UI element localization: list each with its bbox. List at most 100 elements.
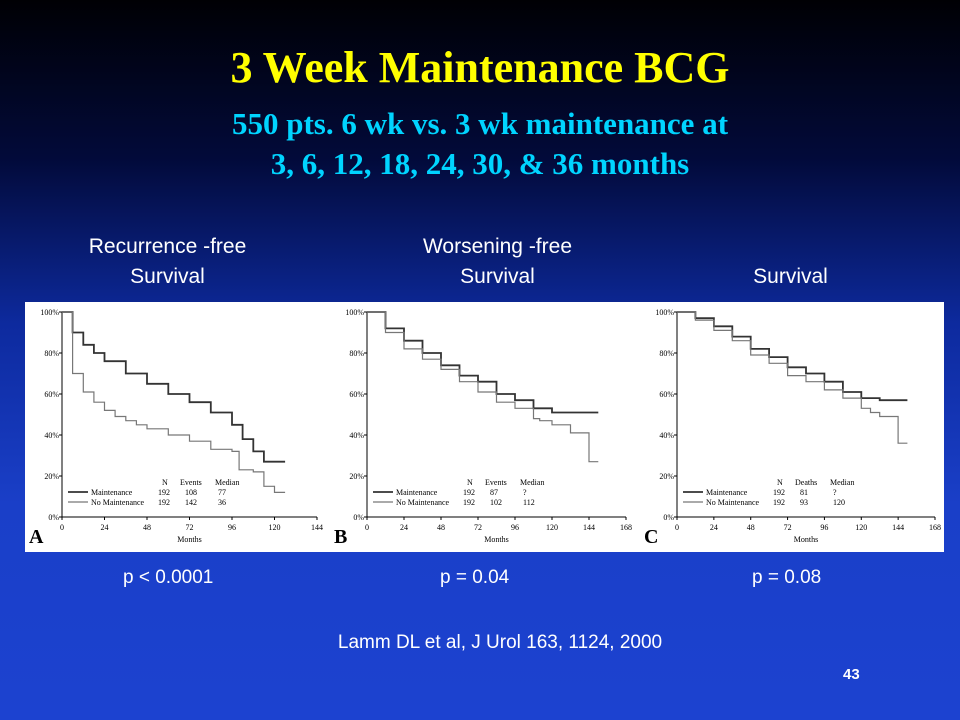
panel-letter: B [334,526,347,548]
x-tick-label: 168 [620,523,632,532]
x-tick-label: 168 [929,523,941,532]
km-curves-svg: 0% 20% 40% 60% 80% 100% 0 24 48 72 96 120 144 Months A… [29,308,941,548]
y-tick-label: 0% [353,513,364,522]
y-tick-label: 60% [44,390,59,399]
legend-median: ? [833,488,837,497]
x-tick-label: 72 [186,523,194,532]
slide-subtitle: 550 pts. 6 wk vs. 3 wk maintenance at 3,… [0,104,960,184]
x-tick-label: 0 [60,523,64,532]
legend-median: 120 [833,498,845,507]
y-tick-label: 20% [44,472,59,481]
y-tick-label: 100% [345,308,364,317]
legend-events: 81 [800,488,808,497]
panel-label-line: Worsening -free [422,235,572,258]
legend-median: ? [523,488,527,497]
x-tick-label: 48 [747,523,755,532]
panel-label-line: Survival [753,265,828,288]
series-line-no-maintenance [62,311,286,493]
y-tick-label: 40% [349,431,364,440]
x-tick-label: 144 [892,523,904,532]
series-line-maintenance [62,311,286,463]
x-tick-label: 48 [437,523,445,532]
legend-series-name: No Maintenance [91,498,145,507]
x-tick-label: 144 [583,523,595,532]
legend-series-name: Maintenance [706,488,748,497]
y-tick-label: 20% [659,472,674,481]
legend-header-median: Median [215,478,239,487]
series-line-no-maintenance [677,311,908,444]
legend-series-name: Maintenance [91,488,133,497]
x-tick-label: 120 [269,523,281,532]
legend-median: 36 [218,498,226,507]
y-tick-label: 20% [349,472,364,481]
x-tick-label: 96 [820,523,828,532]
panel-label-line: Survival [130,265,205,288]
series-line-no-maintenance [367,311,599,463]
legend-events: 93 [800,498,808,507]
legend-n: 192 [463,498,475,507]
legend-header-n: N [777,478,783,487]
y-tick-label: 80% [349,349,364,358]
p-value-survival: p = 0.08 [752,567,822,588]
panel-label-survival: Survival [673,262,908,292]
x-tick-label: 96 [511,523,519,532]
y-tick-label: 100% [40,308,59,317]
subtitle-line-1: 550 pts. 6 wk vs. 3 wk maintenance at [231,106,729,141]
y-tick-label: 80% [44,349,59,358]
x-tick-label: 96 [228,523,236,532]
slide-title: 3 Week Maintenance BCG [230,43,730,92]
panel-label-recurrence: Recurrence -free Survival [50,232,285,292]
x-tick-label: 0 [365,523,369,532]
km-figure: 0% 20% 40% 60% 80% 100% 0 24 48 72 96 120 144 Months A… [25,302,944,552]
y-tick-label: 100% [655,308,674,317]
x-tick-label: 72 [474,523,482,532]
p-value-worsening: p = 0.04 [440,567,510,588]
panel-letter: A [29,526,44,548]
legend-events: 108 [185,488,197,497]
legend-n: 192 [773,488,785,497]
legend-series-name: Maintenance [396,488,438,497]
panel-label-line: Survival [460,265,535,288]
legend-header-events: Deaths [795,478,817,487]
y-tick-label: 40% [659,431,674,440]
y-tick-label: 60% [659,390,674,399]
p-value-recurrence: p < 0.0001 [123,567,214,588]
x-tick-label: 120 [546,523,558,532]
legend-median: 112 [523,498,535,507]
legend-header-n: N [467,478,473,487]
legend-n: 192 [773,498,785,507]
slide-number: 43 [843,666,860,683]
x-axis-label: Months [794,535,818,544]
x-axis-label: Months [177,535,201,544]
x-tick-label: 144 [311,523,323,532]
x-axis-label: Months [484,535,508,544]
panel-letter: C [644,526,658,548]
y-tick-label: 60% [349,390,364,399]
legend-events: 87 [490,488,498,497]
legend-median: 77 [218,488,226,497]
legend-n: 192 [158,498,170,507]
legend-header-n: N [162,478,168,487]
series-line-maintenance [367,311,599,414]
legend-header-events: Events [180,478,202,487]
legend-series-name: No Maintenance [396,498,450,507]
x-tick-label: 24 [400,523,408,532]
legend-series-name: No Maintenance [706,498,760,507]
legend-n: 192 [463,488,475,497]
legend-header-median: Median [520,478,544,487]
x-tick-label: 0 [675,523,679,532]
x-tick-label: 24 [710,523,718,532]
legend-events: 142 [185,498,197,507]
y-tick-label: 80% [659,349,674,358]
legend-header-median: Median [830,478,854,487]
y-tick-label: 40% [44,431,59,440]
panel-label-worsening: Worsening -free Survival [380,232,615,292]
subtitle-line-2: 3, 6, 12, 18, 24, 30, & 36 months [270,146,690,181]
y-tick-label: 0% [663,513,674,522]
legend-events: 102 [490,498,502,507]
legend-n: 192 [158,488,170,497]
legend-header-events: Events [485,478,507,487]
panel-label-line: Recurrence -free [88,235,247,258]
x-tick-label: 48 [143,523,151,532]
series-line-maintenance [677,311,908,402]
